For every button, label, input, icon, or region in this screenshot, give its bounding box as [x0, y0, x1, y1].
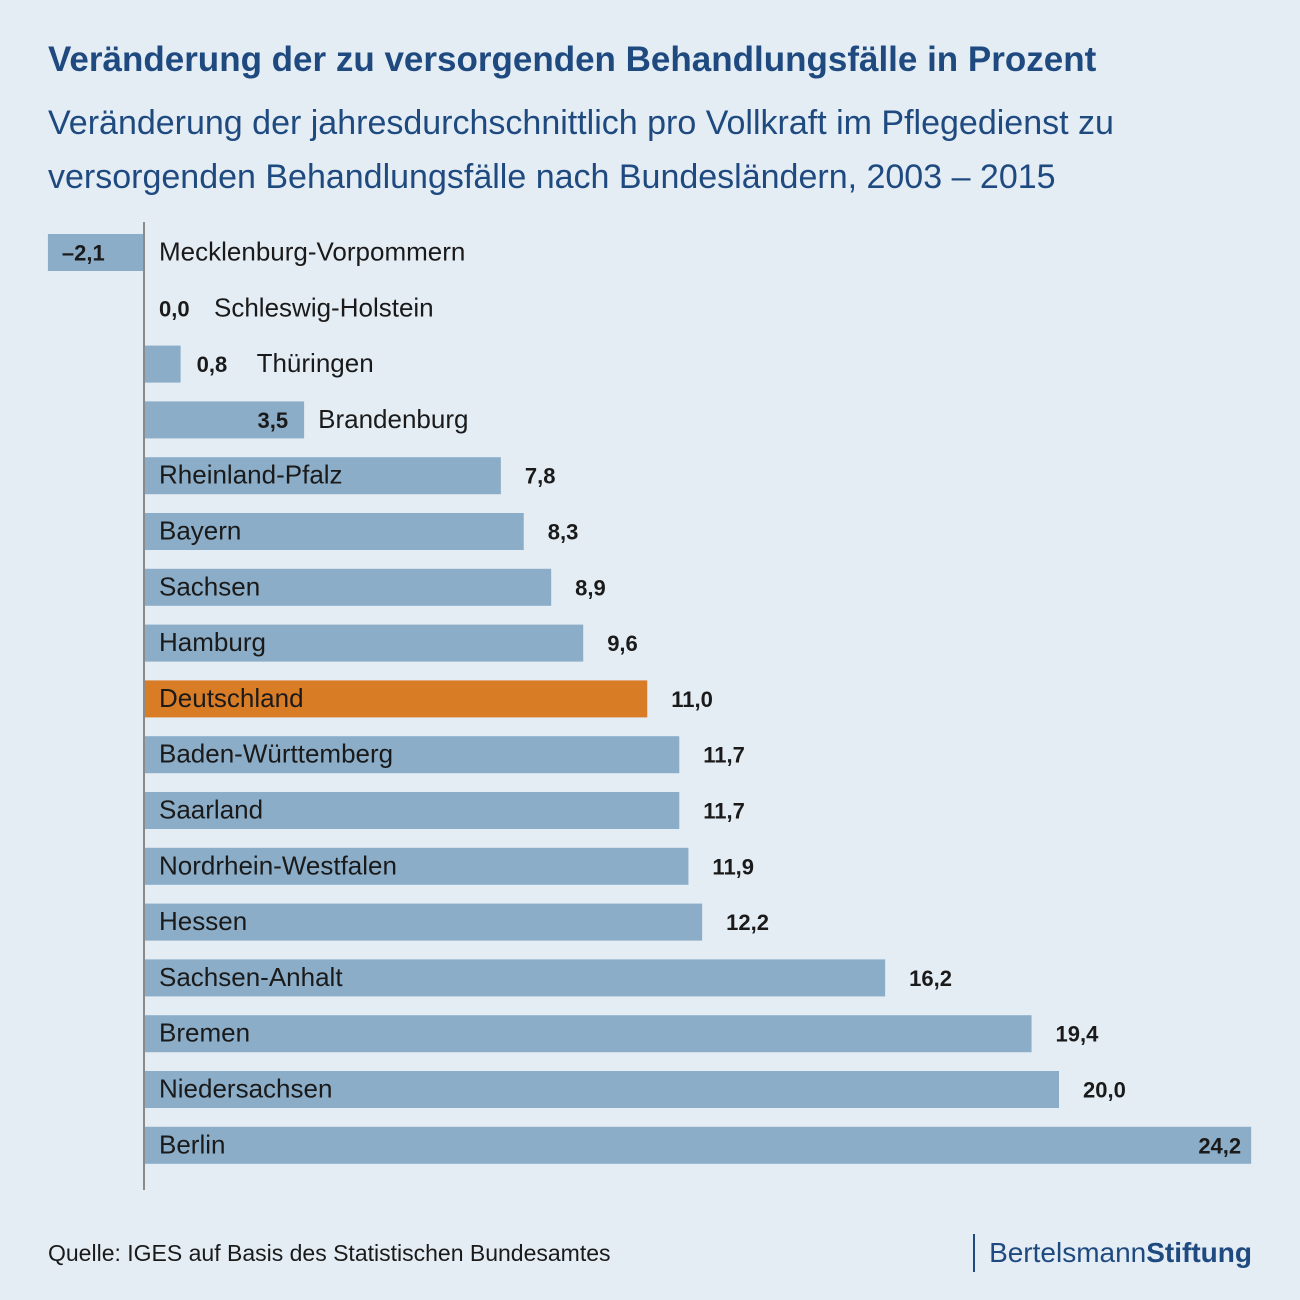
value-label-15: 20,0	[1083, 1078, 1126, 1103]
value-label-6: 8,9	[575, 575, 606, 600]
bar-2	[144, 345, 181, 383]
category-label-6: Sachsen	[159, 571, 260, 601]
value-label-0: –2,1	[62, 241, 105, 266]
bar-9	[144, 736, 680, 774]
category-label-14: Bremen	[159, 1018, 250, 1048]
bar-10	[144, 792, 680, 829]
value-label-3: 3,5	[258, 408, 289, 433]
source-note: Quelle: IGES auf Basis des Statistischen…	[48, 1240, 611, 1266]
bar-0	[47, 234, 144, 271]
category-label-9: Baden-Württemberg	[159, 739, 393, 769]
logo-bold: Stiftung	[1146, 1237, 1252, 1268]
bar-7	[144, 624, 584, 662]
value-label-14: 19,4	[1056, 1022, 1100, 1047]
value-label-5: 8,3	[548, 520, 579, 545]
value-label-8: 11,0	[671, 687, 713, 712]
value-label-12: 12,2	[726, 910, 769, 935]
category-label-13: Sachsen-Anhalt	[159, 962, 343, 992]
brand-logo: BertelsmannStiftung	[973, 1234, 1252, 1272]
value-label-7: 9,6	[607, 631, 638, 656]
bar-4	[144, 457, 501, 495]
category-label-11: Nordrhein-Westfalen	[159, 850, 397, 880]
bar-15	[144, 1071, 1059, 1108]
bar-13	[144, 959, 886, 997]
value-label-2: 0,8	[197, 352, 228, 377]
bar-3	[144, 401, 305, 439]
value-label-4: 7,8	[525, 464, 556, 489]
bar-14	[144, 1015, 1032, 1053]
value-label-11: 11,9	[712, 854, 754, 879]
bar-5	[144, 513, 524, 550]
value-label-10: 11,7	[703, 799, 745, 824]
value-label-16: 24,2	[1198, 1133, 1241, 1158]
category-label-4: Rheinland-Pfalz	[159, 460, 343, 490]
bar-11	[144, 847, 689, 885]
category-label-16: Berlin	[159, 1129, 225, 1159]
category-label-5: Bayern	[159, 516, 241, 546]
category-label-10: Saarland	[159, 795, 263, 825]
category-label-0: Mecklenburg-Vorpommern	[159, 237, 465, 267]
value-label-1: 0,0	[159, 296, 190, 321]
category-label-3: Brandenburg	[318, 404, 468, 434]
category-label-7: Hamburg	[159, 627, 266, 657]
bar-6	[144, 568, 552, 606]
category-label-2: Thüringen	[257, 348, 374, 378]
bar-12	[144, 903, 703, 941]
category-label-8: Deutschland	[159, 683, 304, 713]
category-label-1: Schleswig-Holstein	[214, 292, 434, 322]
chart-subtitle: Veränderung der jahresdurchschnittlich p…	[48, 104, 1114, 196]
bar-16	[144, 1126, 1252, 1164]
category-label-15: Niedersachsen	[159, 1074, 332, 1104]
value-label-13: 16,2	[909, 966, 952, 991]
chart-title: Veränderung der zu versorgenden Behandlu…	[48, 40, 1097, 79]
bar-8	[144, 680, 648, 718]
logo-regular: Bertelsmann	[989, 1237, 1147, 1268]
category-label-12: Hessen	[159, 906, 247, 936]
value-label-9: 11,7	[703, 743, 745, 768]
